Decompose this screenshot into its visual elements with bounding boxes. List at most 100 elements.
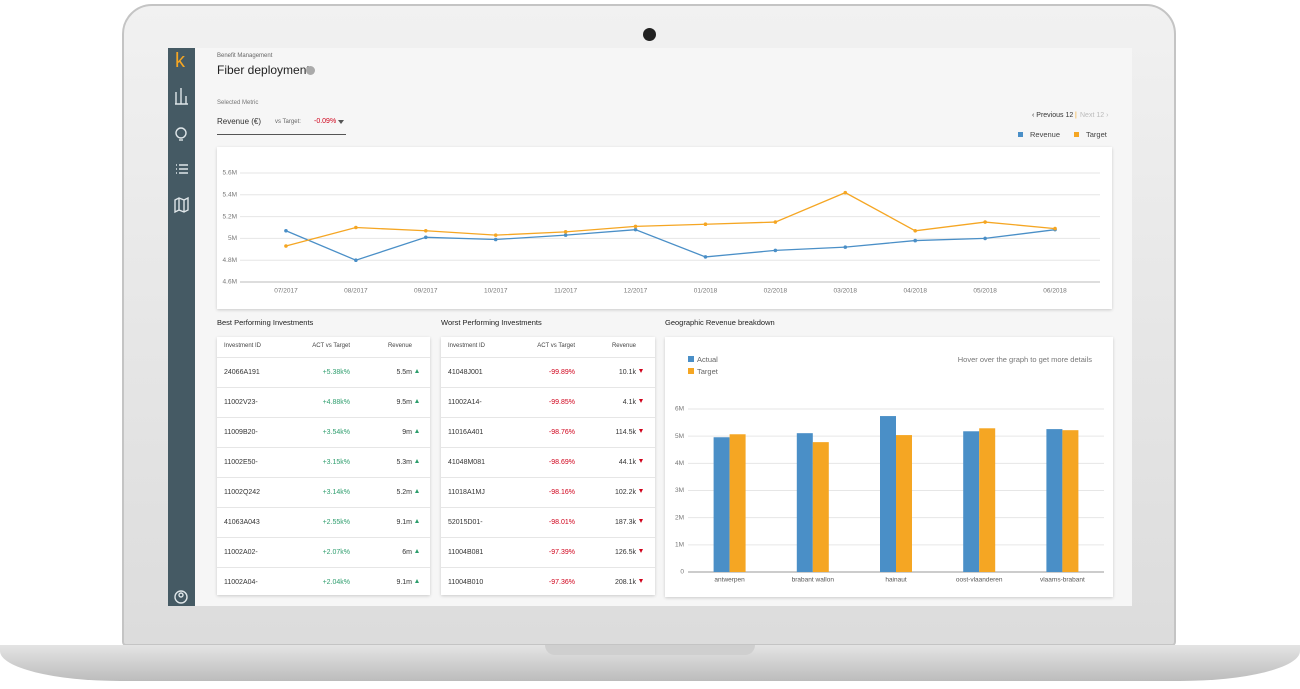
metric-value: Revenue (€): [217, 117, 262, 126]
trend-arrow: [415, 459, 419, 463]
base-notch: [545, 645, 755, 655]
act-vs-target: +3.54k%: [322, 429, 350, 436]
camera: [643, 28, 656, 41]
user-icon[interactable]: [174, 590, 188, 604]
vs-target-value: -0.09%: [314, 118, 337, 125]
table-row[interactable]: 11002E50- +3.15k% 5.3m: [217, 447, 430, 478]
act-vs-target: -97.36%: [548, 579, 575, 586]
previous-button[interactable]: ‹ Previous 12: [1032, 112, 1074, 119]
investment-id: 11009B20-: [224, 429, 258, 436]
act-vs-target: +2.04k%: [322, 579, 350, 586]
table-row[interactable]: 11002V23- +4.88k% 9.5m: [217, 387, 430, 418]
table-row[interactable]: 24066A191 +5.38k% 5.5m: [217, 357, 430, 388]
revenue: 6m: [402, 549, 412, 556]
investment-id: 11004B081: [448, 549, 484, 556]
next-label: Next 12: [1080, 112, 1105, 119]
investment-id: 24066A191: [224, 369, 260, 376]
map-icon[interactable]: [174, 196, 189, 214]
trend-arrow: [415, 489, 419, 493]
table-row[interactable]: 11018A1MJ -98.16% 102.2k: [441, 477, 655, 508]
logo: k: [175, 50, 185, 72]
vs-target-label: vs Target:: [275, 119, 301, 125]
trend-arrow: [415, 429, 419, 433]
trend-arrow: [639, 579, 643, 583]
table-row[interactable]: 11016A401 -98.76% 114.5k: [441, 417, 655, 448]
revenue: 9.5m: [396, 399, 412, 406]
investment-id: 41048J001: [448, 369, 483, 376]
investment-id: 11002A14-: [448, 399, 482, 406]
column-header: Revenue: [387, 343, 412, 349]
revenue: 5.2m: [396, 489, 412, 496]
info-icon[interactable]: [306, 66, 315, 75]
trend-arrow: [639, 489, 643, 493]
idea-icon[interactable]: [175, 127, 187, 139]
chart-icon[interactable]: [175, 88, 188, 105]
act-vs-target: -97.39%: [548, 549, 575, 556]
table-row[interactable]: 11002A02- +2.07k% 6m: [217, 537, 430, 568]
column-header: ACT vs Target: [537, 343, 575, 349]
act-vs-target: +5.38k%: [322, 369, 350, 376]
worst-table: Investment ID ACT vs Target Revenue 41048J0…: [441, 337, 655, 595]
act-vs-target: -99.85%: [548, 399, 575, 406]
table-row[interactable]: 11002A14- -99.85% 4.1k: [441, 387, 655, 418]
revenue: 187.3k: [614, 519, 636, 526]
table-row[interactable]: 52015D01- -98.01% 187.3k: [441, 507, 655, 538]
revenue: 10.1k: [618, 369, 636, 376]
sidebar-icons: [174, 88, 189, 604]
next-button[interactable]: Next 12 ›: [1080, 112, 1109, 119]
trend-arrow: [639, 519, 643, 523]
dropdown-arrow[interactable]: [338, 120, 344, 124]
trend-arrow: [415, 519, 419, 523]
best-title: Best Performing Investments: [217, 318, 314, 327]
investment-id: 11002Q242: [224, 489, 261, 496]
table-row[interactable]: 41048M081 -98.69% 44.1k: [441, 447, 655, 478]
act-vs-target: +2.07k%: [322, 549, 350, 556]
investment-id: 11018A1MJ: [448, 489, 485, 496]
sidebar: [168, 48, 195, 606]
revenue: 208.1k: [614, 579, 636, 586]
investment-id: 11004B010: [448, 579, 484, 586]
act-vs-target: -98.16%: [548, 489, 575, 496]
act-vs-target: +3.14k%: [322, 489, 350, 496]
investment-id: 11016A401: [448, 429, 484, 436]
column-header: Revenue: [611, 343, 636, 349]
act-vs-target: -98.69%: [548, 459, 575, 466]
investment-id: 11002A02-: [224, 549, 258, 556]
list-icon[interactable]: [176, 164, 188, 174]
trend-arrow: [415, 399, 419, 403]
trend-arrow: [639, 549, 643, 553]
metric-selector[interactable]: [217, 114, 346, 135]
revenue: 102.2k: [614, 489, 636, 496]
act-vs-target: -98.01%: [548, 519, 575, 526]
breadcrumb: Benefit Management: [217, 53, 273, 59]
column-header: Investment ID: [224, 343, 262, 349]
table-row[interactable]: 11009B20- +3.54k% 9m: [217, 417, 430, 448]
table-row[interactable]: 11002A04- +2.04k% 9.1m: [217, 567, 430, 598]
table-row[interactable]: 11004B010 -97.36% 208.1k: [441, 567, 655, 598]
revenue: 9m: [402, 429, 412, 436]
revenue: 5.3m: [396, 459, 412, 466]
table-row[interactable]: 11002Q242 +3.14k% 5.2m: [217, 477, 430, 508]
act-vs-target: +2.55k%: [322, 519, 350, 526]
table-row[interactable]: 41063A043 +2.55k% 9.1m: [217, 507, 430, 538]
act-vs-target: -99.89%: [548, 369, 575, 376]
revenue: 114.5k: [615, 429, 637, 436]
act-vs-target: +3.15k%: [322, 459, 350, 466]
investment-id: 11002A04-: [224, 579, 258, 586]
column-header: ACT vs Target: [312, 343, 350, 349]
revenue: 4.1k: [622, 399, 636, 406]
trend-arrow: [415, 579, 419, 583]
table-row[interactable]: 11004B081 -97.39% 126.5k: [441, 537, 655, 568]
investment-id: 41063A043: [224, 519, 260, 526]
table-row[interactable]: 41048J001 -99.89% 10.1k: [441, 357, 655, 388]
page-title: Fiber deployment: [217, 63, 310, 77]
revenue: 126.5k: [614, 549, 636, 556]
act-vs-target: -98.76%: [548, 429, 575, 436]
metric-label: Selected Metric: [217, 100, 259, 106]
trend-arrow: [639, 399, 643, 403]
geo-title: Geographic Revenue breakdown: [665, 318, 775, 327]
investment-id: 11002V23-: [224, 399, 258, 406]
previous-label: Previous 12: [1036, 112, 1074, 119]
geo-chart-card: [665, 337, 1113, 597]
